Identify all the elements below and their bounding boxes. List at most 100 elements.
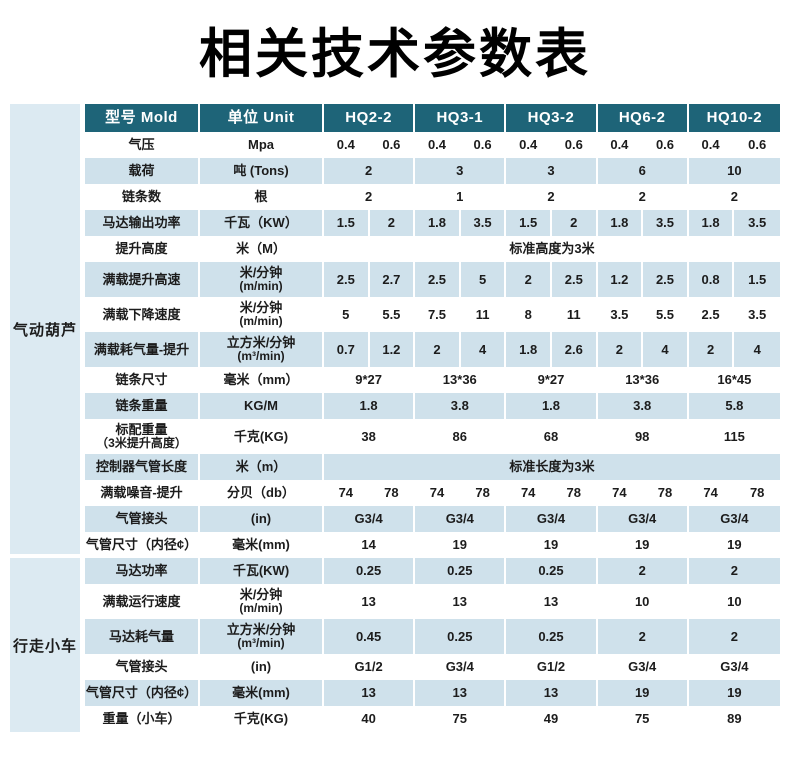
value-cell: 0.6 [734,132,780,158]
value-cell-text: 40 [361,711,376,727]
value-cell-text: 0.25 [355,563,382,579]
value-cell-text: 13*36 [625,372,660,388]
row-unit-text: 千瓦（KW） [224,215,298,231]
value-cell: G1/2 [324,654,416,681]
value-cell: 2.7 [370,262,416,298]
value-cell-text: 5 [342,306,350,322]
value-cell-text: 1.5 [748,271,767,287]
value-cell-text: 68 [543,428,559,444]
value-cell-text: 0.6 [564,137,583,153]
value-cell: 3.5 [598,297,644,333]
row-unit-text: 毫米(mm) [232,537,290,553]
value-cell: 78 [370,480,416,507]
value-cell-text: G3/4 [628,659,657,675]
row-label: 满载噪音-提升 [85,480,200,507]
value-cell: 78 [643,480,689,507]
row-label: 马达功率 [85,558,200,585]
value-cell: 1.5 [734,262,780,297]
value-cell-text: 75 [452,711,468,727]
row-unit: 千瓦（KW） [200,210,324,237]
value-cell-text: 2 [547,189,555,205]
value-cell-text: 78 [749,485,765,501]
value-cell: 5 [461,262,507,298]
row-unit: Mpa [200,132,324,159]
value-cell: G1/2 [506,654,598,681]
table-row: 提升高度 米（M） 标准高度为3米 [85,236,780,263]
value-cell-text: 2.7 [382,271,401,287]
value-cell: 9*27 [506,367,598,394]
value-cell-text: 89 [727,711,742,727]
row-unit-line2: (m/min) [239,314,283,329]
value-cell-text: 10 [727,593,742,609]
value-cell: 2 [689,619,780,654]
value-cell: 9*27 [324,367,416,394]
row-unit-text: KG/M [244,398,278,414]
value-cell-text: 3.8 [633,398,652,414]
value-cell: 78 [461,480,507,507]
value-cell: 2 [324,184,416,211]
row-label-text: 链条数 [121,189,161,205]
value-cell-text: 2 [730,563,738,579]
value-cell-text: G1/2 [354,659,383,675]
row-unit: 立方米/分钟 (m³/min) [200,332,324,368]
table-row: 马达输出功率 千瓦（KW） 1.5 2 1.8 3.5 1.5 2 1.8 3.5 1.8 3.5 [85,210,780,237]
row-unit-text: (in) [250,659,272,675]
value-cell: 2 [598,558,689,585]
value-cell-text: 1.5 [519,215,538,231]
value-cell: 0.4 [598,132,644,159]
row-label-text: 气管接头 [115,659,168,675]
value-cell-text: 2.5 [336,271,355,287]
value-cell: G3/4 [415,654,507,681]
value-cell: 98 [598,419,689,455]
value-cell-text: 2 [638,189,646,205]
row-unit-text: 米/分钟 [239,299,283,315]
value-cell-text: 5 [478,271,487,287]
table-row: 重量（小车） 千克(KG) 40 75 49 75 89 [85,706,780,733]
value-cell: 2 [370,210,416,237]
value-cell: 49 [506,706,598,733]
value-cell-text: 1.5 [336,215,355,231]
value-cell: 2.5 [324,262,370,298]
value-cell-text: 1.8 [359,398,378,414]
row-label: 提升高度 [85,236,200,263]
table-row: 马达功率 千瓦(KW) 0.25 0.25 0.25 2 2 [85,558,780,585]
value-cell-text: 13*36 [442,372,477,388]
row-unit: 米/分钟 (m/min) [200,297,324,333]
row-unit-text: 立方米/分钟 [226,334,296,350]
value-cell: 78 [734,480,780,506]
value-cell: 13*36 [598,367,689,394]
model-header: HQ2-2 [324,104,416,133]
value-cell-text: 19 [634,685,650,701]
value-cell-text: 2.5 [564,271,583,287]
model-header: HQ3-2 [506,104,598,133]
value-cell-text: 2.5 [427,271,447,287]
value-cell: 11 [461,297,507,333]
value-cell: 3.8 [598,393,689,420]
value-cell: 0.4 [415,132,461,159]
value-cell-text: 2 [706,341,715,357]
value-cell-text: 0.4 [336,137,355,153]
value-cell: 2.5 [689,297,735,333]
row-label-text: 满载噪音-提升 [100,485,183,501]
row-unit-text: Mpa [248,137,274,153]
table-row: 满载耗气量-提升 立方米/分钟 (m³/min) 0.7 1.2 2 4 1.8 2.6 2 4 2 4 [85,332,780,368]
value-cell: 74 [506,480,552,507]
value-cell-text: 0.6 [748,137,767,153]
value-cell: 3 [506,158,598,185]
table-row: 控制器气管长度 米（m） 标准长度为3米 [85,454,780,481]
row-unit: KG/M [200,393,324,420]
value-cell: 115 [689,419,780,454]
value-cell-text: G3/4 [445,659,474,675]
value-cell: 10 [689,584,780,619]
value-cell: 13 [506,680,598,707]
value-cell-text: 3.8 [450,398,469,414]
row-label-line2: （3米提升高度） [96,436,187,451]
row-label: 链条重量 [85,393,200,420]
value-cell-text: 1.2 [382,341,401,357]
row-label: 满载耗气量-提升 [85,332,200,368]
value-cell-text: 13 [361,685,376,701]
row-label: 标配重量 （3米提升高度） [85,419,200,455]
value-cell: 1.8 [324,393,416,420]
value-cell: 14 [324,532,416,559]
row-label-text: 气管接头 [115,511,168,527]
